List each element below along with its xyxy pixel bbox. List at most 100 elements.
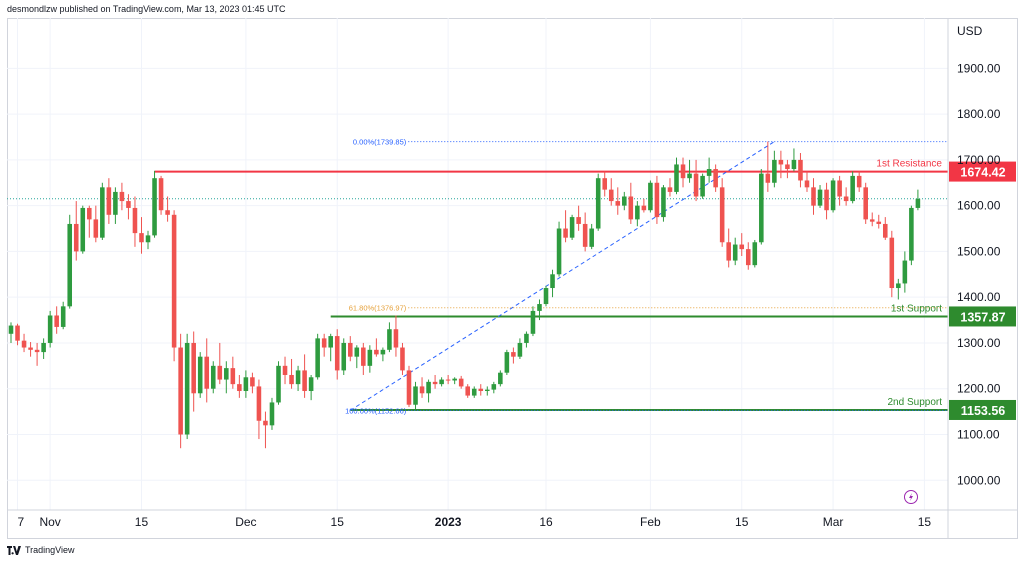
candle[interactable] [93,205,99,243]
candle[interactable] [328,333,333,362]
candle[interactable] [595,173,601,231]
candle[interactable] [21,333,27,353]
candle[interactable] [824,182,829,220]
candle[interactable] [478,384,484,396]
candle[interactable] [622,191,627,211]
candle[interactable] [569,214,575,240]
candle[interactable] [315,333,320,380]
candle[interactable] [706,157,712,183]
candle[interactable] [302,354,307,398]
candle[interactable] [765,141,771,192]
candle[interactable] [400,342,405,375]
candle[interactable] [374,338,379,357]
candle[interactable] [347,336,353,362]
candle[interactable] [869,212,875,227]
candle[interactable] [896,278,901,300]
candle[interactable] [269,397,275,430]
candle[interactable] [667,178,673,197]
candle[interactable] [726,228,731,268]
candle[interactable] [902,251,908,293]
candle[interactable] [380,347,386,362]
candle[interactable] [778,150,784,179]
candle[interactable] [334,329,340,380]
candle[interactable] [654,175,660,224]
candle[interactable] [628,182,634,224]
candle[interactable] [602,171,608,197]
candle[interactable] [15,323,20,346]
candle[interactable] [889,230,895,298]
candle[interactable] [341,338,347,375]
lightning-icon[interactable] [904,490,918,504]
candle[interactable] [556,221,562,277]
candle[interactable] [152,170,157,238]
candle[interactable] [465,384,470,398]
candle[interactable] [745,242,751,270]
candle[interactable] [876,214,882,229]
candle[interactable] [693,159,699,202]
candle[interactable] [197,352,203,398]
candle[interactable] [687,159,692,183]
candle[interactable] [60,301,66,330]
candle[interactable] [863,182,868,224]
candle[interactable] [471,386,477,398]
candle[interactable] [752,239,758,268]
candle[interactable] [641,198,647,213]
candle[interactable] [759,169,764,245]
candle[interactable] [458,375,464,389]
candle[interactable] [680,157,686,188]
candle[interactable] [158,175,164,215]
candle[interactable] [785,159,790,179]
candle[interactable] [73,201,79,261]
candle[interactable] [165,196,170,222]
candle[interactable] [452,377,457,385]
candle[interactable] [491,381,497,394]
candle[interactable] [811,178,816,215]
candle[interactable] [608,178,614,206]
candle[interactable] [882,217,888,240]
candle[interactable] [772,150,777,188]
candle[interactable] [354,345,360,369]
fib-trend-line[interactable] [350,141,775,411]
candle[interactable] [530,306,536,337]
candle[interactable] [791,148,797,172]
candle[interactable] [113,187,118,224]
candle[interactable] [413,381,418,410]
candle[interactable] [250,372,255,394]
candle[interactable] [184,333,190,440]
candle[interactable] [295,365,301,392]
candle[interactable] [276,361,281,405]
candle[interactable] [54,306,59,334]
candle[interactable] [67,214,73,309]
candle[interactable] [237,374,242,398]
candle[interactable] [230,356,236,389]
candle[interactable] [406,365,412,408]
candle[interactable] [361,342,366,375]
candle[interactable] [582,212,588,252]
candle[interactable] [87,205,92,238]
candle[interactable] [126,194,131,220]
candle[interactable] [485,386,490,396]
candle[interactable] [80,205,86,254]
candle[interactable] [289,358,294,389]
candle[interactable] [41,338,46,359]
candle[interactable] [393,315,399,357]
candle[interactable] [256,379,262,440]
candle[interactable] [8,322,14,343]
candle[interactable] [387,322,392,353]
candle[interactable] [511,347,516,364]
candle[interactable] [719,178,725,247]
candle[interactable] [224,361,229,394]
candle[interactable] [674,157,679,195]
candle[interactable] [837,175,842,206]
candle[interactable] [798,153,803,188]
candle[interactable] [132,196,138,247]
candle[interactable] [367,345,373,373]
candle[interactable] [850,171,855,204]
candle[interactable] [517,338,523,359]
candle[interactable] [543,285,549,307]
candle[interactable] [439,377,444,387]
candle[interactable] [524,331,529,348]
candle[interactable] [635,201,640,227]
candle[interactable] [204,338,210,403]
